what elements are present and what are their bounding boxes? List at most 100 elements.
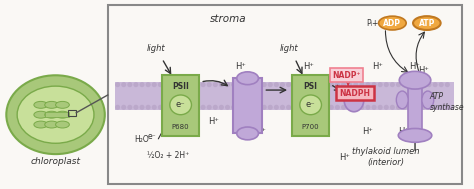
Ellipse shape	[438, 105, 444, 110]
Ellipse shape	[262, 105, 267, 110]
Ellipse shape	[359, 105, 365, 110]
Bar	[115, 82, 455, 110]
Bar	[408, 82, 422, 133]
Ellipse shape	[365, 82, 371, 87]
Ellipse shape	[280, 105, 285, 110]
Ellipse shape	[323, 105, 328, 110]
Ellipse shape	[55, 111, 69, 118]
Ellipse shape	[231, 82, 236, 87]
Ellipse shape	[55, 101, 69, 108]
Ellipse shape	[55, 121, 69, 128]
Bar	[68, 110, 76, 116]
Text: light: light	[146, 44, 165, 53]
Ellipse shape	[139, 82, 145, 87]
Ellipse shape	[182, 82, 187, 87]
Ellipse shape	[396, 105, 401, 110]
Text: H⁺: H⁺	[255, 127, 266, 136]
Text: H⁺: H⁺	[208, 117, 219, 126]
Ellipse shape	[34, 101, 48, 108]
Ellipse shape	[408, 82, 413, 87]
Ellipse shape	[427, 82, 431, 87]
Ellipse shape	[219, 105, 224, 110]
Ellipse shape	[45, 101, 58, 108]
Ellipse shape	[133, 82, 138, 87]
Ellipse shape	[225, 105, 230, 110]
Text: H⁺: H⁺	[418, 66, 429, 75]
Ellipse shape	[249, 105, 255, 110]
Ellipse shape	[372, 82, 377, 87]
Ellipse shape	[398, 129, 432, 142]
Bar	[108, 5, 462, 184]
Ellipse shape	[158, 82, 163, 87]
Ellipse shape	[201, 82, 206, 87]
Ellipse shape	[201, 105, 206, 110]
Ellipse shape	[347, 105, 352, 110]
Ellipse shape	[317, 105, 322, 110]
Ellipse shape	[414, 82, 419, 87]
Ellipse shape	[310, 82, 316, 87]
Ellipse shape	[298, 105, 303, 110]
Ellipse shape	[158, 105, 163, 110]
Ellipse shape	[341, 105, 346, 110]
Ellipse shape	[427, 105, 431, 110]
Ellipse shape	[335, 105, 340, 110]
Ellipse shape	[115, 82, 120, 87]
Ellipse shape	[353, 82, 358, 87]
Ellipse shape	[379, 16, 406, 30]
Ellipse shape	[188, 105, 193, 110]
Ellipse shape	[372, 105, 377, 110]
Ellipse shape	[384, 105, 389, 110]
Ellipse shape	[225, 82, 230, 87]
Ellipse shape	[194, 82, 200, 87]
Ellipse shape	[194, 105, 200, 110]
Ellipse shape	[353, 105, 358, 110]
Ellipse shape	[445, 82, 450, 87]
Ellipse shape	[286, 82, 291, 87]
Ellipse shape	[243, 105, 248, 110]
Bar	[292, 75, 329, 136]
Ellipse shape	[359, 82, 365, 87]
Ellipse shape	[121, 105, 126, 110]
Ellipse shape	[34, 111, 48, 118]
Ellipse shape	[396, 91, 408, 109]
Ellipse shape	[207, 82, 212, 87]
Ellipse shape	[344, 88, 364, 112]
Ellipse shape	[255, 105, 261, 110]
Ellipse shape	[347, 82, 352, 87]
Ellipse shape	[402, 105, 407, 110]
Ellipse shape	[420, 82, 426, 87]
Ellipse shape	[182, 105, 187, 110]
Ellipse shape	[286, 105, 291, 110]
Text: ADP: ADP	[383, 19, 401, 28]
Text: Pᵢ+: Pᵢ+	[366, 19, 379, 28]
Ellipse shape	[237, 82, 242, 87]
Ellipse shape	[365, 105, 371, 110]
Text: chloroplast: chloroplast	[30, 157, 81, 166]
Ellipse shape	[249, 82, 255, 87]
Ellipse shape	[341, 82, 346, 87]
Text: PSI: PSI	[304, 82, 318, 91]
Text: H⁺: H⁺	[398, 127, 409, 136]
Ellipse shape	[323, 82, 328, 87]
Ellipse shape	[378, 105, 383, 110]
Ellipse shape	[207, 105, 212, 110]
Ellipse shape	[268, 82, 273, 87]
Ellipse shape	[152, 105, 157, 110]
Text: PSII: PSII	[172, 82, 189, 91]
Ellipse shape	[390, 82, 395, 87]
Ellipse shape	[176, 82, 181, 87]
Ellipse shape	[164, 82, 169, 87]
Ellipse shape	[237, 105, 242, 110]
Ellipse shape	[45, 121, 58, 128]
Text: NADP⁺: NADP⁺	[332, 71, 360, 80]
Ellipse shape	[121, 82, 126, 87]
Text: ½O₂ + 2H⁺: ½O₂ + 2H⁺	[147, 151, 190, 160]
Text: H⁺: H⁺	[372, 62, 383, 71]
Bar	[162, 75, 200, 136]
Ellipse shape	[255, 82, 261, 87]
Ellipse shape	[274, 82, 279, 87]
Ellipse shape	[396, 82, 401, 87]
Ellipse shape	[146, 105, 151, 110]
Text: thylakoid lumen
(interior): thylakoid lumen (interior)	[352, 147, 419, 167]
Ellipse shape	[219, 82, 224, 87]
